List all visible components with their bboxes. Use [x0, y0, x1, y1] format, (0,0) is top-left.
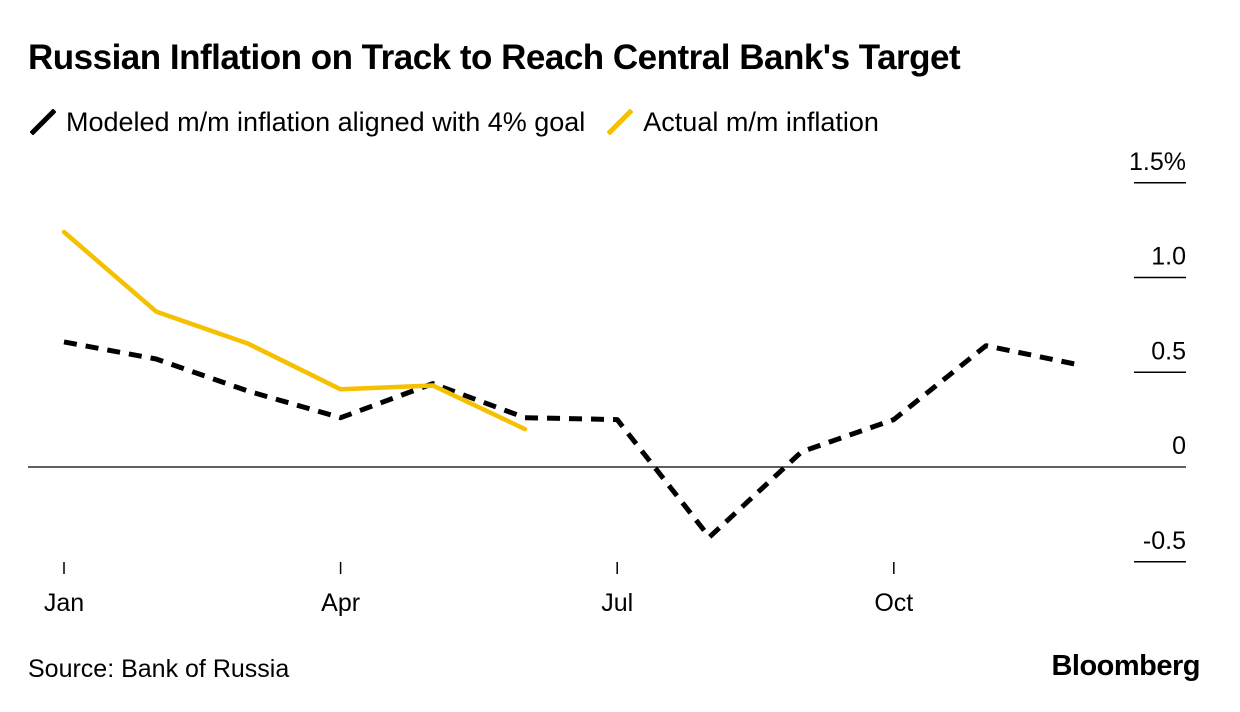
y-tick-label: 1.5% — [1129, 148, 1186, 176]
source-note: Source: Bank of Russia — [28, 655, 290, 683]
y-tick-label: 1.0 — [1151, 243, 1186, 271]
x-tick-label: Jul — [601, 589, 633, 617]
y-tick-label: 0.5 — [1151, 337, 1186, 365]
chart-title: Russian Inflation on Track to Reach Cent… — [28, 38, 961, 77]
series-line-modeled — [63, 339, 1079, 540]
legend-label-modeled: Modeled m/m inflation aligned with 4% go… — [66, 106, 586, 137]
legend-item-actual: Actual m/m inflation — [607, 107, 879, 138]
y-tick-label: -0.5 — [1143, 527, 1186, 555]
bloomberg-logo: Bloomberg — [1051, 650, 1200, 682]
legend-swatch-modeled — [30, 109, 56, 135]
legend-item-modeled: Modeled m/m inflation aligned with 4% go… — [30, 107, 585, 138]
x-tick-label: Oct — [874, 589, 913, 617]
x-tick-label: Apr — [321, 589, 360, 617]
legend: Modeled m/m inflation aligned with 4% go… — [30, 104, 901, 140]
legend-swatch-actual — [607, 109, 634, 135]
legend-label-actual: Actual m/m inflation — [643, 106, 879, 137]
y-tick-label: 0 — [1172, 432, 1186, 460]
series-line-actual — [61, 229, 528, 432]
x-tick-label: Jan — [44, 589, 84, 617]
